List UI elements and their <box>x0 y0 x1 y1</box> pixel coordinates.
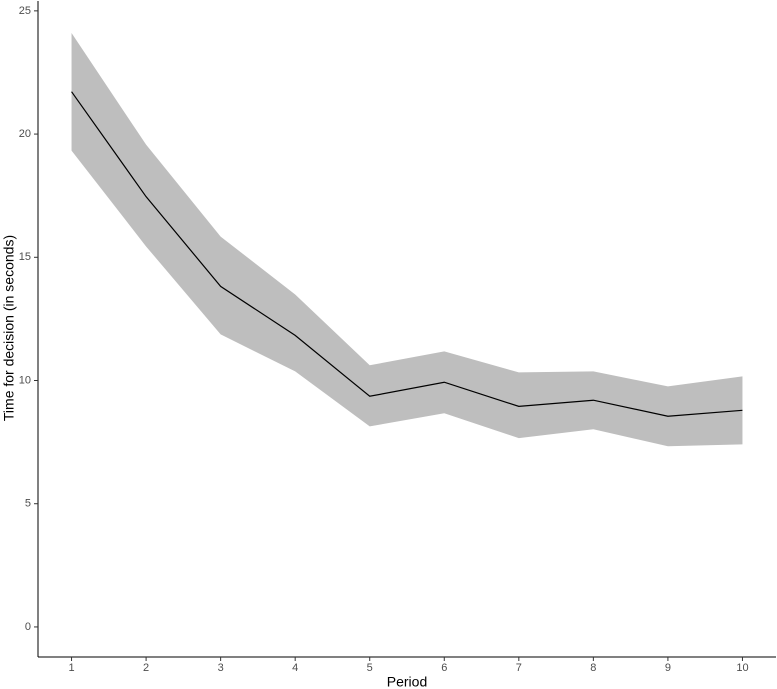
y-tick-label: 0 <box>25 621 31 633</box>
x-tick-label: 10 <box>736 662 748 674</box>
x-tick-label: 7 <box>516 662 522 674</box>
y-tick-label: 20 <box>19 128 31 140</box>
y-tick-label: 15 <box>19 251 31 263</box>
confidence-band <box>71 33 743 447</box>
y-tick-label: 25 <box>19 5 31 17</box>
x-tick-label: 1 <box>68 662 74 674</box>
x-axis-title: Period <box>387 674 427 689</box>
x-tick-label: 8 <box>590 662 596 674</box>
line <box>71 91 743 417</box>
x-tick-label: 9 <box>665 662 671 674</box>
y-tick-label: 10 <box>19 374 31 386</box>
x-tick-label: 6 <box>441 662 447 674</box>
x-tick-label: 4 <box>292 662 298 674</box>
x-tick-label: 5 <box>367 662 373 674</box>
x-tick-label: 3 <box>218 662 224 674</box>
y-axis-title: Time for decision (in seconds) <box>1 235 17 421</box>
x-tick-label: 2 <box>143 662 149 674</box>
y-tick-label: 5 <box>25 498 31 510</box>
